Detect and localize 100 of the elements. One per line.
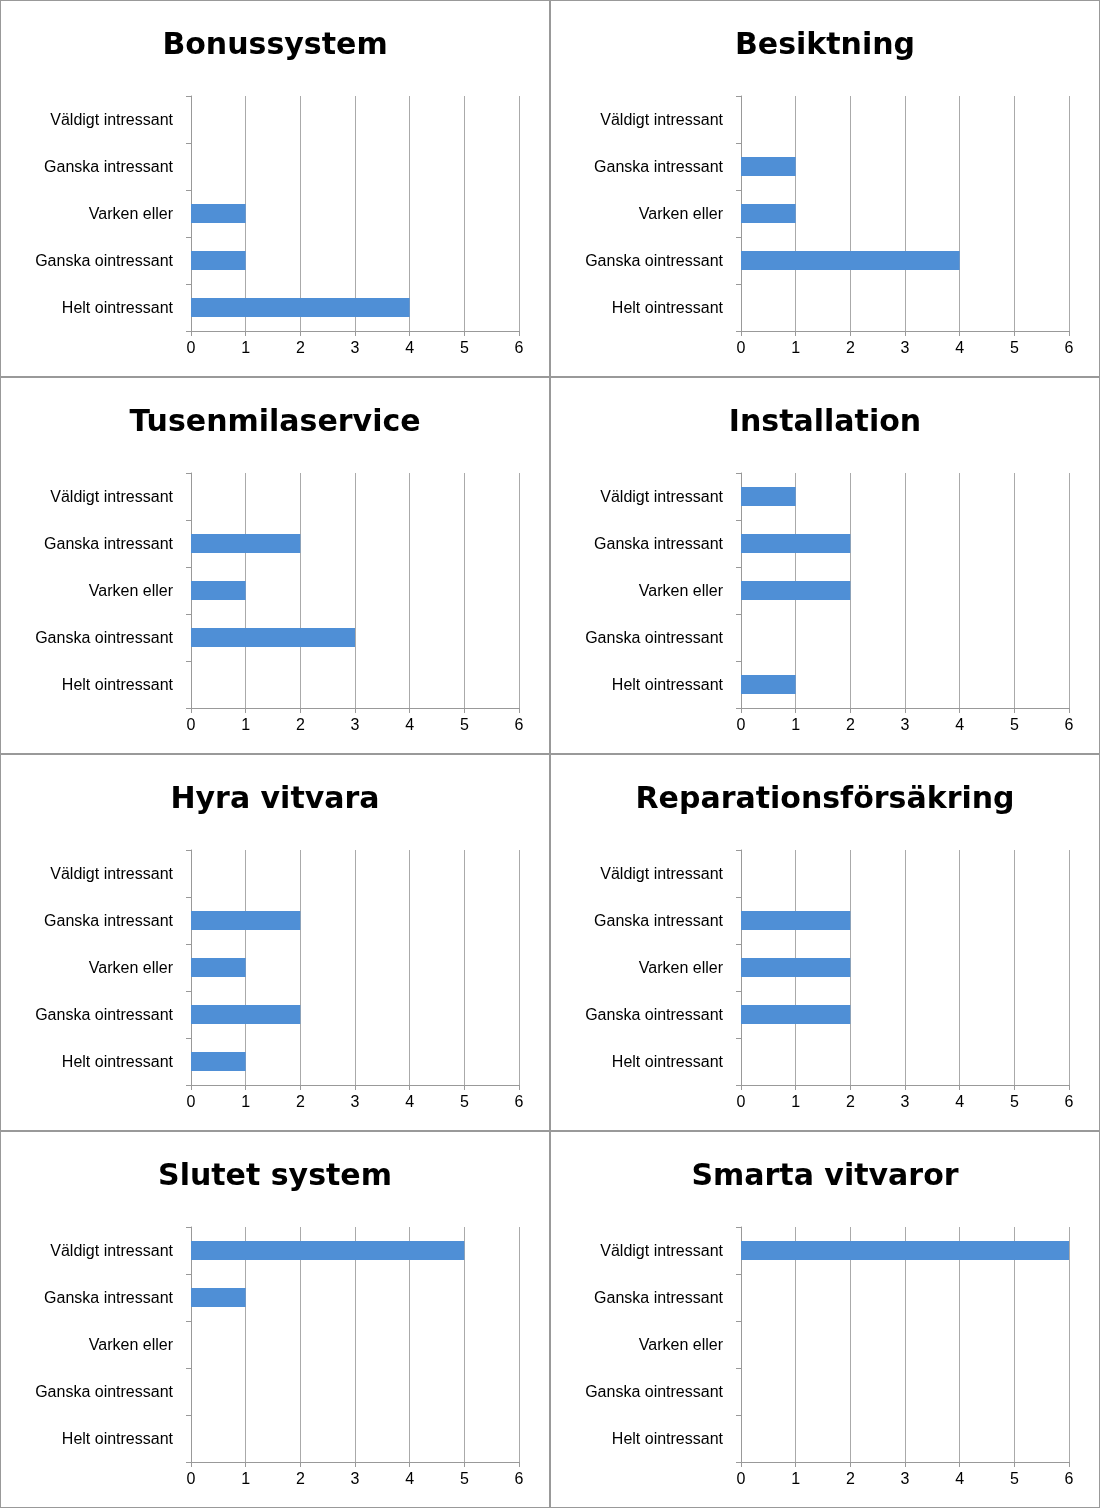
y-tick-label: Ganska intressant [44,912,174,929]
x-tick-label: 3 [350,1092,360,1110]
y-tick-label: Ganska ointressant [585,1383,724,1400]
y-tick-label: Ganska ointressant [585,1006,724,1023]
x-tick-label: 5 [1009,1469,1019,1487]
y-tick-label: Helt ointressant [611,299,724,316]
y-tick-label: Ganska intressant [44,1289,174,1306]
y-tick-label: Väldigt intressant [600,865,724,882]
x-tick-label: 3 [350,338,360,356]
x-tick-label: 5 [1009,1092,1019,1110]
y-tick-label: Varken eller [88,959,174,976]
y-tick-label: Helt ointressant [61,1430,174,1447]
y-tick-label: Ganska ointressant [585,252,724,269]
x-tick-label: 2 [295,715,305,733]
y-tick-label: Ganska ointressant [35,1006,174,1023]
x-tick-label: 0 [186,715,196,733]
x-tick-label: 3 [900,715,910,733]
y-tick-label: Varken eller [638,582,724,599]
chart-title: Installation [728,402,922,438]
x-tick-label: 1 [241,338,251,356]
x-tick-label: 4 [405,338,415,356]
y-tick-label: Helt ointressant [61,299,174,316]
x-tick-label: 4 [405,715,415,733]
x-tick-label: 4 [955,338,965,356]
x-tick-label: 5 [459,1469,469,1487]
x-tick-label: 2 [845,1092,855,1110]
x-tick-label: 2 [845,1469,855,1487]
y-tick-label: Helt ointressant [611,1430,724,1447]
y-tick-label: Varken eller [638,205,724,222]
y-tick-label: Väldigt intressant [600,488,724,505]
x-tick-label: 5 [1009,715,1019,733]
chart-title: Slutet system [158,1156,392,1192]
y-tick-label: Väldigt intressant [600,111,724,128]
y-tick-label: Helt ointressant [61,1053,174,1070]
chart-title: Reparationsförsäkring [635,779,1015,815]
chart-title: Besiktning [734,25,916,61]
x-tick-label: 2 [295,338,305,356]
x-tick-label: 2 [295,1092,305,1110]
x-tick-label: 1 [241,1092,251,1110]
y-tick-label: Ganska ointressant [35,1383,174,1400]
y-tick-label: Ganska intressant [594,158,724,175]
x-tick-label: 3 [350,1469,360,1487]
x-tick-label: 3 [900,1092,910,1110]
y-tick-label: Helt ointressant [611,676,724,693]
x-tick-label: 1 [241,715,251,733]
x-tick-label: 0 [186,1092,196,1110]
x-tick-label: 2 [295,1469,305,1487]
x-tick-label: 3 [900,1469,910,1487]
x-tick-label: 5 [459,338,469,356]
y-tick-label: Ganska ointressant [35,629,174,646]
y-tick-label: Ganska intressant [594,535,724,552]
x-tick-label: 0 [736,1092,746,1110]
y-tick-label: Ganska intressant [594,1289,724,1306]
chart-title: Bonussystem [162,25,388,61]
x-tick-label: 6 [514,338,524,356]
x-tick-label: 0 [186,1469,196,1487]
x-tick-label: 5 [459,1092,469,1110]
y-tick-label: Varken eller [638,959,724,976]
x-tick-label: 1 [791,1092,801,1110]
y-tick-label: Väldigt intressant [50,1242,174,1259]
x-tick-label: 6 [514,1092,524,1110]
bar [191,534,301,553]
y-tick-label: Ganska intressant [594,912,724,929]
y-tick-label: Väldigt intressant [600,1242,724,1259]
x-tick-label: 0 [736,338,746,356]
x-tick-label: 1 [791,338,801,356]
chart-title: Hyra vitvara [170,779,380,815]
x-tick-label: 4 [955,1469,965,1487]
y-tick-label: Varken eller [638,1336,724,1353]
x-tick-label: 1 [241,1469,251,1487]
y-tick-label: Helt ointressant [61,676,174,693]
x-tick-label: 2 [845,338,855,356]
x-tick-label: 0 [736,715,746,733]
x-tick-label: 3 [900,338,910,356]
x-tick-label: 6 [514,1469,524,1487]
x-tick-label: 4 [955,715,965,733]
chart-title: Smarta vitvaror [691,1156,959,1192]
x-tick-label: 0 [736,1469,746,1487]
x-tick-label: 6 [1064,1092,1074,1110]
y-tick-label: Varken eller [88,205,174,222]
x-tick-label: 4 [405,1092,415,1110]
y-tick-label: Varken eller [88,582,174,599]
y-tick-label: Ganska intressant [44,158,174,175]
y-tick-label: Ganska intressant [44,535,174,552]
chart-title: Tusenmilaservice [129,402,421,438]
y-tick-label: Väldigt intressant [50,865,174,882]
x-tick-label: 6 [1064,1469,1074,1487]
x-tick-label: 6 [514,715,524,733]
x-tick-label: 0 [186,338,196,356]
x-tick-label: 5 [459,715,469,733]
x-tick-label: 5 [1009,338,1019,356]
x-tick-label: 1 [791,1469,801,1487]
bar [191,581,246,600]
bar [191,628,355,647]
y-tick-label: Väldigt intressant [50,111,174,128]
x-tick-label: 2 [845,715,855,733]
x-tick-label: 6 [1064,715,1074,733]
x-tick-label: 4 [405,1469,415,1487]
y-tick-label: Väldigt intressant [50,488,174,505]
x-tick-label: 3 [350,715,360,733]
